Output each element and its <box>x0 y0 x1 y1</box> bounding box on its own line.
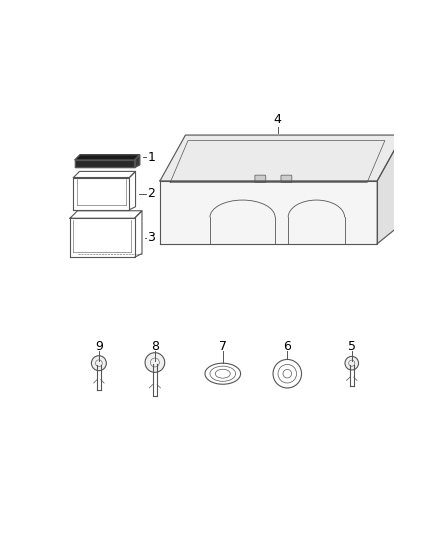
Text: 6: 6 <box>283 340 291 353</box>
Text: 3: 3 <box>148 231 155 244</box>
Circle shape <box>92 356 106 370</box>
Text: 1: 1 <box>148 151 155 164</box>
Polygon shape <box>134 155 140 167</box>
Text: 7: 7 <box>219 340 227 353</box>
Polygon shape <box>75 155 140 160</box>
Text: 8: 8 <box>151 340 159 353</box>
Text: 9: 9 <box>95 340 103 353</box>
Text: 4: 4 <box>274 114 282 126</box>
Text: 5: 5 <box>348 340 356 353</box>
Polygon shape <box>377 135 403 244</box>
Polygon shape <box>160 181 377 244</box>
Circle shape <box>345 357 359 370</box>
Polygon shape <box>75 160 134 167</box>
FancyBboxPatch shape <box>255 175 266 183</box>
Polygon shape <box>160 135 403 181</box>
Circle shape <box>145 353 165 373</box>
Text: 2: 2 <box>148 187 155 200</box>
FancyBboxPatch shape <box>281 175 292 183</box>
